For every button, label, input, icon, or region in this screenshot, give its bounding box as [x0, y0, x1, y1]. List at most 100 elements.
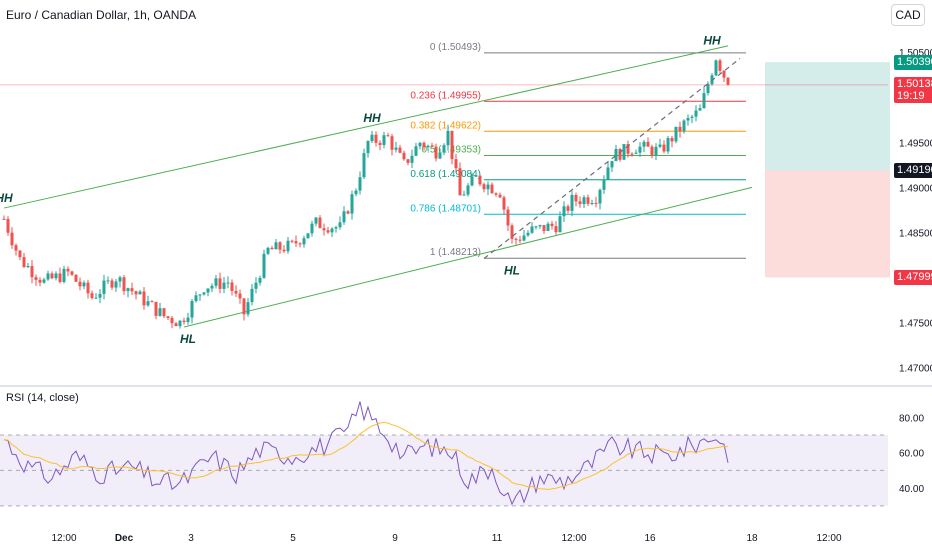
candle-body	[94, 297, 98, 299]
candle-body	[482, 184, 486, 190]
time-tick-label: 12:00	[51, 533, 76, 544]
candle-body	[242, 298, 246, 315]
candle-body	[486, 184, 490, 190]
candle-body	[606, 167, 610, 180]
candle-body	[570, 194, 574, 211]
candle-body	[70, 271, 74, 275]
candle-body	[138, 291, 142, 295]
candle-body	[398, 147, 402, 153]
candle-body	[434, 146, 438, 159]
candle-body	[426, 145, 430, 148]
candle-body	[34, 277, 38, 280]
candle-body	[282, 249, 286, 252]
dashed-trend-line[interactable]	[483, 58, 741, 259]
candle-body	[182, 320, 186, 323]
candle-body	[222, 282, 226, 289]
candle-body	[438, 152, 442, 159]
candle-body	[634, 152, 638, 154]
rsi-axis[interactable]: 80.00 60.00 40.00	[899, 413, 924, 495]
candle-body	[478, 175, 482, 185]
candle-body	[534, 226, 538, 228]
candle-body	[286, 240, 290, 252]
candle-body	[202, 292, 206, 295]
candle-body	[470, 176, 474, 186]
candle-body	[714, 60, 718, 76]
candle-body	[494, 193, 498, 195]
candle-body	[446, 130, 450, 146]
entry-price-tag: 1.49190	[894, 162, 932, 178]
candle-body	[594, 202, 598, 204]
candle-body	[658, 144, 662, 147]
candle-body	[62, 268, 66, 282]
candle-body	[74, 274, 78, 282]
candle-body	[258, 277, 262, 283]
candle-body	[650, 146, 654, 156]
candle-body	[6, 219, 10, 233]
rsi-title[interactable]: RSI (14, close)	[6, 392, 79, 404]
candle-body	[254, 282, 258, 289]
candle-body	[90, 293, 94, 298]
currency-button[interactable]: CAD	[891, 4, 925, 26]
candle-body	[206, 288, 210, 293]
candle-body	[166, 316, 170, 318]
symbol-title[interactable]: Euro / Canadian Dollar, 1h, OANDA	[6, 8, 197, 22]
candle-body	[214, 278, 218, 286]
ascending-channel[interactable]	[3, 45, 753, 328]
higher-high-label: HH	[703, 33, 721, 47]
candle-body	[510, 225, 514, 239]
candle-body	[194, 295, 198, 301]
candle-body	[38, 279, 42, 283]
candle-body	[266, 247, 270, 254]
candle-body	[694, 110, 698, 117]
rsi-series	[3, 401, 729, 506]
candle-body	[350, 194, 354, 214]
current-price-tag: 1.50138 19:19	[894, 76, 932, 103]
candle-body	[342, 211, 346, 223]
candle-body	[690, 116, 694, 118]
candle-body	[402, 152, 406, 160]
candle-body	[370, 134, 374, 142]
higher-low-label: HL	[504, 263, 520, 277]
candle-body	[666, 138, 670, 152]
candle-body	[678, 126, 682, 132]
time-tick-label: 12:00	[561, 533, 586, 544]
candle-body	[522, 235, 526, 241]
candle-body	[586, 197, 590, 204]
time-tick-label: Dec	[115, 533, 134, 544]
candle-body	[462, 194, 466, 196]
candle-body	[422, 142, 426, 148]
candle-body	[2, 218, 6, 220]
candle-body	[130, 288, 134, 292]
price-tick-label: 1.48500	[899, 228, 932, 239]
candle-body	[458, 168, 462, 196]
candle-body	[702, 93, 706, 109]
time-axis[interactable]: 12:00 Dec 3 5 9 11 12:00 16 18 12:00	[51, 533, 841, 544]
candle-body	[590, 202, 594, 204]
candle-body	[122, 277, 126, 292]
take-profit-zone[interactable]	[765, 62, 890, 171]
candle-body	[334, 227, 338, 229]
candle-body	[26, 266, 30, 268]
candle-body	[374, 134, 378, 143]
candle-body	[238, 293, 242, 299]
fib-level-label: 0.786 (1.48701)	[410, 203, 481, 214]
candle-body	[390, 136, 394, 150]
stop-loss-zone[interactable]	[765, 170, 890, 278]
fibonacci-retracement[interactable]: 0 (1.50493) 0.236 (1.49955) 0.382 (1.49622…	[410, 42, 746, 259]
candle-body	[726, 77, 730, 85]
candle-body	[226, 282, 230, 284]
rsi-tick-label: 40.00	[899, 484, 924, 495]
candle-body	[614, 148, 618, 162]
candle-body	[530, 226, 534, 233]
candle-body	[626, 144, 630, 154]
candle-body	[414, 146, 418, 156]
fib-level-label: 0 (1.50493)	[430, 42, 481, 53]
candle-body	[50, 273, 54, 279]
candle-body	[502, 197, 506, 210]
candle-body	[246, 302, 250, 315]
candle-body	[582, 197, 586, 205]
candle-body	[450, 130, 454, 160]
candle-body	[642, 141, 646, 147]
candle-body	[454, 159, 458, 169]
